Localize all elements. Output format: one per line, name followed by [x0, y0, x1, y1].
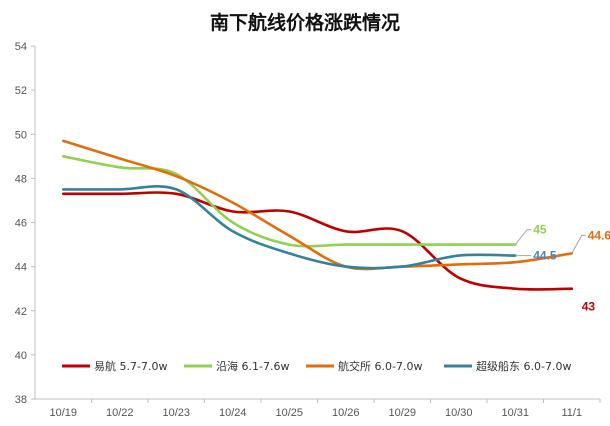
legend-label: 航交所 6.0-7.0w [338, 359, 422, 373]
x-tick-label: 11/1 [561, 407, 582, 419]
y-tick-label: 48 [15, 173, 27, 185]
x-tick-label: 10/26 [332, 407, 360, 419]
x-tick-label: 10/19 [49, 407, 77, 419]
end-value-label: 45 [533, 223, 547, 237]
end-label-leader [571, 234, 586, 254]
legend-label: 超级船东 6.0-7.0w [476, 359, 571, 373]
y-tick-label: 52 [15, 85, 27, 97]
chart-title: 南下航线价格涨跌情况 [209, 12, 400, 34]
y-tick-label: 38 [15, 394, 27, 406]
x-tick-label: 10/31 [501, 407, 529, 419]
series-line-1 [62, 191, 574, 291]
y-tick-label: 46 [15, 218, 27, 230]
y-tick-label: 42 [15, 306, 27, 318]
series-line-3 [62, 139, 574, 271]
series-line-2 [62, 155, 517, 248]
x-tick-label: 10/29 [388, 407, 416, 419]
x-tick-label: 10/23 [162, 407, 190, 419]
x-tick-label: 10/30 [445, 407, 473, 419]
x-tick-label: 10/25 [275, 407, 303, 419]
x-tick-label: 10/22 [106, 407, 134, 419]
end-value-label: 43 [582, 300, 596, 314]
end-value-label: 44.6 [588, 228, 610, 242]
y-tick-label: 50 [15, 129, 27, 141]
end-value-label: 44.5 [533, 249, 557, 263]
end-label-leader [514, 229, 532, 245]
y-tick-label: 54 [15, 41, 27, 53]
legend-label: 易航 5.7-7.0w [94, 359, 167, 373]
y-tick-label: 44 [15, 262, 27, 274]
series-line-4 [62, 185, 517, 270]
legend-label: 沿海 6.1-7.6w [216, 359, 289, 373]
x-tick-label: 10/24 [219, 407, 247, 419]
y-tick-label: 40 [15, 350, 27, 362]
